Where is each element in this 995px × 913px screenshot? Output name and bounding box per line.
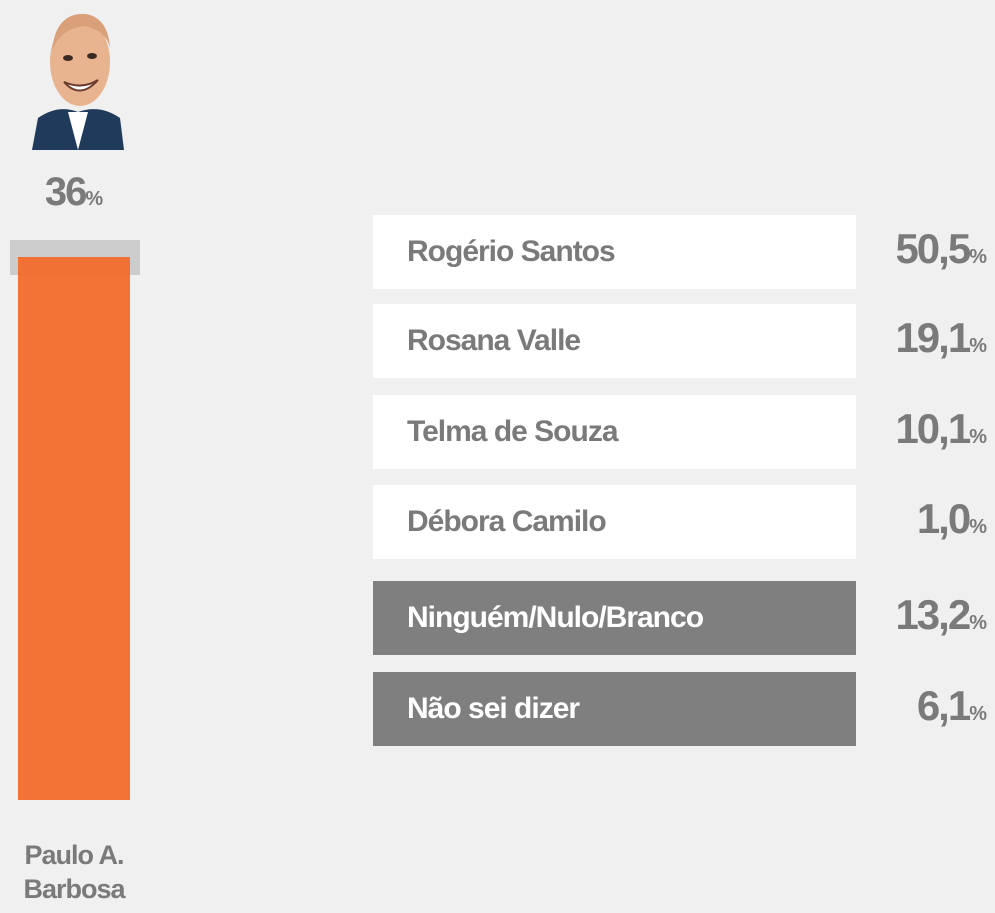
result-row: Rogério Santos (373, 215, 856, 289)
result-name: Não sei dizer (407, 692, 579, 726)
page: 36% Paulo A. Barbosa Rogério Santos 50,5%… (0, 0, 995, 913)
result-name: Débora Camilo (407, 505, 606, 539)
unit: % (969, 426, 987, 448)
value-text: 50,5 (895, 225, 969, 272)
result-name: Ninguém/Nulo/Branco (407, 601, 703, 635)
featured-name: Barbosa (0, 874, 148, 905)
value-text: 36 (45, 170, 86, 214)
result-row: Não sei dizer (373, 672, 856, 746)
result-name: Rosana Valle (407, 324, 580, 358)
unit: % (969, 612, 987, 634)
unit: % (85, 188, 103, 210)
result-name: Rogério Santos (407, 235, 615, 269)
result-value: 19,1% (895, 314, 987, 362)
featured-value: 36% (0, 170, 148, 215)
value-text: 13,2 (895, 591, 969, 638)
result-value: 10,1% (895, 405, 987, 453)
unit: % (969, 335, 987, 357)
result-value: 50,5% (895, 225, 987, 273)
result-value: 1,0% (917, 495, 987, 543)
result-value: 13,2% (895, 591, 987, 639)
portrait (28, 0, 128, 150)
unit: % (969, 703, 987, 725)
value-text: 10,1 (895, 405, 969, 452)
result-row: Telma de Souza (373, 395, 856, 469)
featured-name: Paulo A. (0, 840, 148, 871)
result-row: Débora Camilo (373, 485, 856, 559)
result-value: 6,1% (917, 682, 987, 730)
unit: % (969, 516, 987, 538)
result-row: Rosana Valle (373, 304, 856, 378)
value-text: 6,1 (917, 682, 969, 729)
bar (18, 257, 130, 800)
result-name: Telma de Souza (407, 415, 618, 449)
value-text: 1,0 (917, 495, 969, 542)
result-row: Ninguém/Nulo/Branco (373, 581, 856, 655)
unit: % (969, 246, 987, 268)
value-text: 19,1 (895, 314, 969, 361)
